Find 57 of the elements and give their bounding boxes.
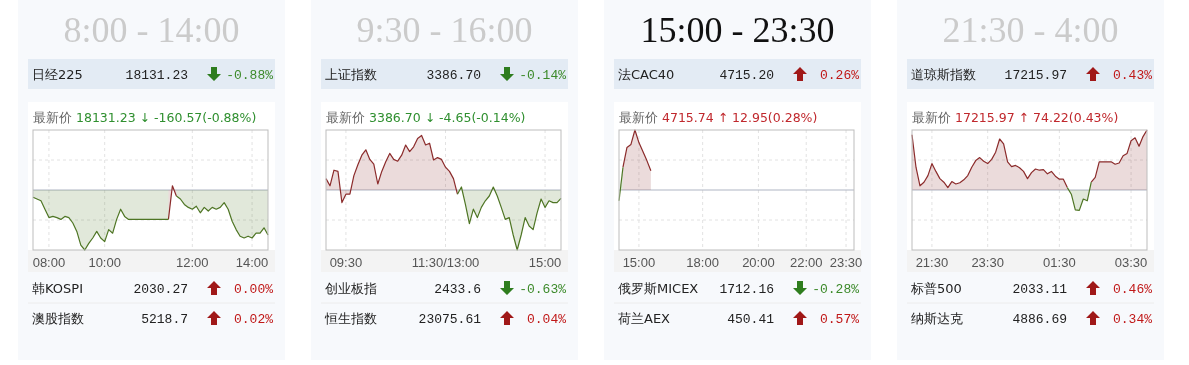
text: 澳股指数 — [32, 311, 84, 326]
text: 18131.23 — [125, 68, 188, 83]
x-tick-label: 15:00 — [622, 255, 656, 270]
text: 恒生指数 — [324, 311, 377, 326]
x-tick-label: 23:30 — [971, 255, 1004, 270]
text: 17215.97 — [1004, 68, 1067, 83]
text: 标普500 — [910, 281, 962, 296]
text: 2030.27 — [133, 282, 188, 297]
x-tick-label: 15:00 — [528, 255, 562, 270]
x-tick-label: 08:00 — [32, 255, 66, 270]
chart-subtitle: 最新价 17215.97 ↑ 74.22(0.43%) — [912, 110, 1119, 125]
text: 1712.16 — [719, 282, 774, 297]
text: 0.26% — [819, 68, 860, 83]
text: 5218.7 — [141, 312, 188, 327]
text: -0.14% — [519, 68, 567, 83]
text: 俄罗斯MICEX — [618, 281, 699, 296]
x-tick-label: 11:30/13:00 — [411, 255, 480, 270]
text: -0.88% — [226, 68, 274, 83]
text: 道琼斯指数 — [911, 67, 976, 82]
text: 4715.20 — [719, 68, 774, 83]
text: 法CAC40 — [618, 67, 675, 82]
x-tick-label: 23:30 — [829, 255, 863, 270]
chart-subtitle: 最新价 4715.74 ↑ 12.95(0.28%) — [619, 110, 818, 125]
x-tick-label: 01:30 — [1043, 255, 1076, 270]
text: 0.34% — [1112, 312, 1153, 327]
chart-subtitle: 最新价 3386.70 ↓ -4.65(-0.14%) — [326, 110, 526, 125]
text: -0.28% — [812, 282, 860, 297]
text: 450.41 — [727, 312, 775, 327]
chart-title: 15:00 - 23:30 — [640, 10, 835, 50]
text: 0.02% — [233, 312, 274, 327]
x-tick-label: 18:00 — [686, 255, 719, 270]
x-tick-label: 22:00 — [789, 255, 823, 270]
x-tick-label: 21:30 — [915, 255, 949, 270]
text: 日经225 — [32, 67, 83, 82]
text: 3386.70 — [426, 68, 481, 83]
chart-subtitle: 最新价 18131.23 ↓ -160.57(-0.88%) — [33, 110, 257, 125]
text: 2033.11 — [1012, 282, 1068, 297]
x-tick-label: 14:00 — [235, 255, 269, 270]
text: 2433.6 — [434, 282, 481, 297]
text: -0.63% — [519, 282, 567, 297]
x-tick-label: 09:30 — [329, 255, 363, 270]
text: 4886.69 — [1012, 312, 1067, 327]
text: 0.04% — [526, 312, 567, 327]
text: 纳斯达克 — [911, 311, 963, 326]
x-tick-label: 03:30 — [1114, 255, 1148, 270]
text: 荷兰AEX — [618, 311, 671, 326]
text: 上证指数 — [325, 67, 377, 82]
text: 韩KOSPI — [32, 281, 83, 296]
x-tick-label: 20:00 — [742, 255, 775, 270]
x-tick-label: 12:00 — [176, 255, 209, 270]
text: 0.43% — [1112, 68, 1153, 83]
text: 0.57% — [819, 312, 860, 327]
text: 创业板指 — [325, 281, 377, 296]
text: 23075.61 — [418, 312, 482, 327]
text: 0.00% — [233, 282, 274, 297]
text: 0.46% — [1112, 282, 1153, 297]
x-tick-label: 10:00 — [88, 255, 121, 270]
